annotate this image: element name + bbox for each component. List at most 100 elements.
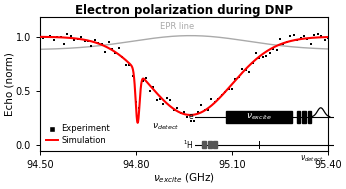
Point xyxy=(147,89,153,92)
Point xyxy=(123,64,128,67)
Point xyxy=(267,52,273,55)
Point xyxy=(216,97,221,100)
Bar xyxy=(208,141,211,148)
Point xyxy=(65,33,70,36)
Bar xyxy=(308,111,311,123)
Text: $\nu_{excite}$: $\nu_{excite}$ xyxy=(246,112,272,122)
Point xyxy=(181,111,187,114)
Point xyxy=(305,37,310,40)
Point xyxy=(226,88,231,91)
Point xyxy=(75,38,81,41)
Point xyxy=(264,54,269,57)
Point xyxy=(291,34,297,37)
Point xyxy=(202,108,207,111)
Point xyxy=(229,88,235,91)
Point xyxy=(37,29,43,33)
Point xyxy=(174,107,180,110)
Text: EPR line: EPR line xyxy=(161,22,195,31)
Point xyxy=(219,93,225,96)
Point xyxy=(311,34,317,37)
Point xyxy=(298,36,303,40)
Point xyxy=(154,99,159,102)
Point xyxy=(301,35,307,38)
Point xyxy=(47,34,53,37)
Point xyxy=(40,37,46,40)
Point xyxy=(68,34,74,37)
Point xyxy=(161,103,166,106)
Point xyxy=(253,52,259,55)
Point xyxy=(308,43,313,46)
Point xyxy=(171,108,176,112)
Point xyxy=(233,77,238,80)
Point xyxy=(99,42,104,45)
Point xyxy=(257,56,262,59)
Point xyxy=(198,103,204,106)
Point xyxy=(288,35,293,38)
Point xyxy=(82,39,87,42)
Text: $\nu_{detect}$: $\nu_{detect}$ xyxy=(152,122,179,132)
Point xyxy=(54,36,60,39)
X-axis label: $\nu_{excite}$ (GHz): $\nu_{excite}$ (GHz) xyxy=(153,171,215,185)
Point xyxy=(191,119,197,122)
Point xyxy=(209,97,214,100)
Point xyxy=(58,36,63,39)
Y-axis label: Echo (norm): Echo (norm) xyxy=(4,52,14,116)
Point xyxy=(322,39,327,42)
Point xyxy=(130,75,135,78)
Point xyxy=(205,108,211,112)
Point xyxy=(277,38,283,41)
Point xyxy=(185,116,190,119)
Point xyxy=(188,119,194,122)
Point xyxy=(236,75,242,78)
Point xyxy=(260,56,266,59)
Point xyxy=(92,39,98,42)
Point xyxy=(250,61,255,64)
Point xyxy=(243,69,248,72)
Text: $^1$H: $^1$H xyxy=(183,139,193,151)
Bar xyxy=(297,111,300,123)
Point xyxy=(151,86,156,89)
Point xyxy=(294,39,300,42)
Point xyxy=(270,47,276,50)
Point xyxy=(144,76,149,79)
Point xyxy=(212,100,218,103)
Point xyxy=(102,50,108,53)
Point xyxy=(164,97,170,100)
Point xyxy=(281,43,286,46)
Title: Electron polarization during DNP: Electron polarization during DNP xyxy=(75,4,293,17)
Bar xyxy=(213,141,217,148)
Point xyxy=(119,56,125,59)
Point xyxy=(109,48,115,51)
Point xyxy=(222,91,228,94)
Text: $\nu_{detect}$: $\nu_{detect}$ xyxy=(300,154,324,164)
Point xyxy=(61,42,67,45)
Point xyxy=(195,111,200,114)
Point xyxy=(126,63,132,66)
Bar xyxy=(226,111,292,123)
Point xyxy=(315,33,320,36)
Point xyxy=(51,38,56,41)
Point xyxy=(133,101,139,104)
Text: e: e xyxy=(189,112,193,121)
Bar xyxy=(202,141,206,148)
Point xyxy=(72,39,77,42)
Point xyxy=(95,42,101,45)
Point xyxy=(44,35,49,38)
Point xyxy=(167,99,173,102)
Point xyxy=(85,40,91,43)
Point xyxy=(325,36,331,39)
Point xyxy=(274,48,279,51)
Point xyxy=(318,34,324,37)
Point xyxy=(284,40,290,43)
Point xyxy=(113,52,118,55)
Point xyxy=(89,45,94,48)
Point xyxy=(106,41,111,44)
Point xyxy=(178,112,183,115)
Point xyxy=(78,36,84,39)
Legend: Experiment, Simulation: Experiment, Simulation xyxy=(44,123,112,147)
Point xyxy=(239,67,245,70)
Bar xyxy=(302,111,306,123)
Point xyxy=(246,71,252,74)
Point xyxy=(116,46,121,49)
Point xyxy=(157,97,163,100)
